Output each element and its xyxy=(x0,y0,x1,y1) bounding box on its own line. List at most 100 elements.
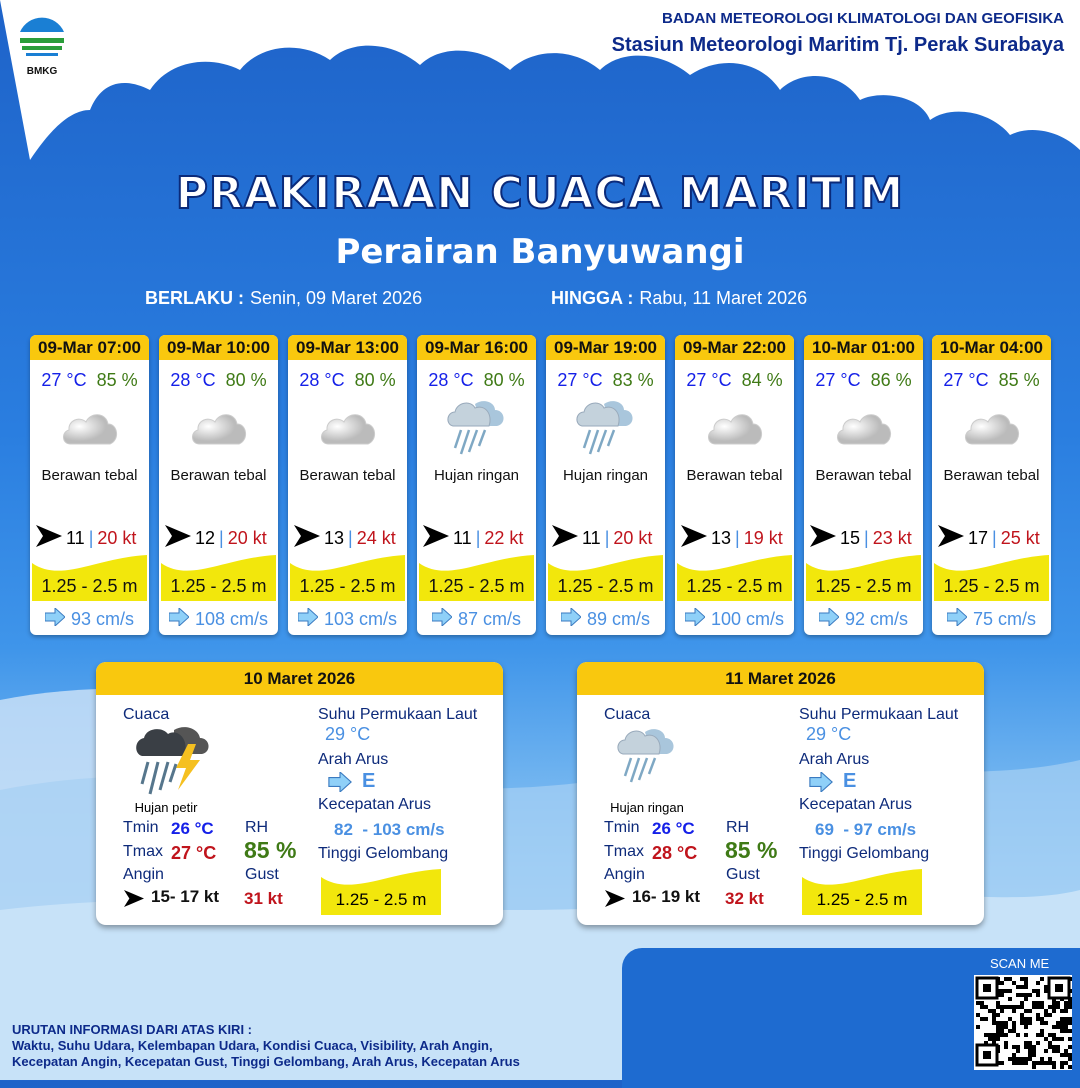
humidity: 80 % xyxy=(483,370,525,390)
label-gust: Gust xyxy=(726,866,760,883)
wind-direction-icon xyxy=(423,525,449,552)
forecast-card: 10-Mar 01:00 27 °C 86 % Berawan tebal 15 |… xyxy=(804,335,923,635)
air-temp: 28 °C xyxy=(299,370,345,390)
humidity: 85 % xyxy=(96,370,138,390)
label-wave: Tinggi Gelombang xyxy=(318,845,449,862)
wave-height: 1.25 - 2.5 m xyxy=(161,553,276,601)
cloudy-icon xyxy=(159,397,278,459)
wind-value: 15- 17 kt xyxy=(151,887,220,906)
wave-height: 1.25 - 2.5 m xyxy=(802,867,922,915)
footer-info: URUTAN INFORMASI DARI ATAS KIRI : Waktu,… xyxy=(12,1022,520,1070)
air-temp: 27 °C xyxy=(686,370,732,390)
humidity: 85 % xyxy=(998,370,1040,390)
sst-value: 29 °C xyxy=(806,724,852,744)
forecast-time: 10-Mar 04:00 xyxy=(932,335,1051,360)
wind-speed: 13 xyxy=(711,528,732,548)
wind-direction-icon xyxy=(294,525,320,552)
forecast-time: 09-Mar 22:00 xyxy=(675,335,794,360)
cloud-decoration xyxy=(0,0,1080,160)
weather-condition: Hujan ringan xyxy=(562,467,649,484)
footer-line: Waktu, Suhu Udara, Kelembapan Udara, Kon… xyxy=(12,1038,493,1053)
gust-speed: 25 kt xyxy=(1000,528,1040,548)
wind-speed: 12 xyxy=(195,528,216,548)
daily-weather: Hujan petir xyxy=(134,800,198,815)
scan-label: SCAN ME xyxy=(990,956,1050,971)
forecast-card: 09-Mar 10:00 28 °C 80 % Berawan tebal 12 |… xyxy=(159,335,278,635)
valid-from: BERLAKU : Senin, 09 Maret 2026 xyxy=(145,288,422,309)
daily-panel: 10 Maret 2026 Cuaca Hujan petir Tmin 26 … xyxy=(96,662,503,925)
wave-height-value: 1.25 - 2.5 m xyxy=(335,890,427,909)
forecast-time: 09-Mar 07:00 xyxy=(30,335,149,360)
current-direction-icon xyxy=(328,770,352,797)
wind-speed: 11 xyxy=(582,528,601,548)
gust-speed: 19 kt xyxy=(743,528,783,548)
current-direction-icon xyxy=(297,606,319,631)
wave-height: 1.25 - 2.5 m xyxy=(548,553,663,601)
daily-weather: Hujan ringan xyxy=(610,800,684,815)
forecast-card: 10-Mar 04:00 27 °C 85 % Berawan tebal 17 |… xyxy=(932,335,1051,635)
wind-direction-icon xyxy=(165,525,191,552)
current-speed: 89 cm/s xyxy=(586,609,651,629)
gust-speed: 20 kt xyxy=(97,528,137,548)
label-gust: Gust xyxy=(245,866,279,883)
forecast-time: 09-Mar 13:00 xyxy=(288,335,407,360)
current-direction-icon xyxy=(44,606,66,631)
label-wind: Angin xyxy=(123,866,164,883)
label-tmax: Tmax xyxy=(123,843,163,860)
gust-speed: 23 kt xyxy=(872,528,912,548)
light-rain-icon xyxy=(615,724,679,793)
gust-speed: 20 kt xyxy=(227,528,267,548)
current-direction-icon xyxy=(560,606,582,631)
label-tmax: Tmax xyxy=(604,843,644,860)
label-sst: Suhu Permukaan Laut xyxy=(799,706,959,723)
forecast-card: 09-Mar 13:00 28 °C 80 % Berawan tebal 13 |… xyxy=(288,335,407,635)
wind-speed: 11 xyxy=(66,528,85,548)
valid-to-label: HINGGA : xyxy=(551,288,634,308)
wave-height-value: 1.25 - 2.5 m xyxy=(943,576,1040,596)
wave-height-value: 1.25 - 2.5 m xyxy=(816,890,908,909)
footer-line: URUTAN INFORMASI DARI ATAS KIRI : xyxy=(12,1022,252,1037)
light-rain-icon xyxy=(417,397,536,459)
daily-date: 11 Maret 2026 xyxy=(577,662,984,695)
wind-direction-icon xyxy=(681,525,707,552)
label-current-speed: Kecepatan Arus xyxy=(318,796,431,813)
label-wind: Angin xyxy=(604,866,645,883)
cloudy-icon xyxy=(932,397,1051,459)
current-speed: 100 cm/s xyxy=(710,609,785,629)
humidity: 80 % xyxy=(225,370,267,390)
footer-line: Kecepatan Angin, Kecepatan Gust, Tinggi … xyxy=(12,1054,520,1069)
station-name: Stasiun Meteorologi Maritim Tj. Perak Su… xyxy=(611,34,1064,56)
label-current-direction: Arah Arus xyxy=(799,751,870,768)
gust-value: 32 kt xyxy=(725,889,764,908)
label-current-direction: Arah Arus xyxy=(318,751,389,768)
wind-direction-icon xyxy=(36,525,62,552)
tmax-value: 27 °C xyxy=(171,843,217,863)
forecast-time: 10-Mar 01:00 xyxy=(804,335,923,360)
current-speed: 108 cm/s xyxy=(194,609,269,629)
wind-value: 16- 19 kt xyxy=(632,887,701,906)
forecast-time: 09-Mar 19:00 xyxy=(546,335,665,360)
label-sst: Suhu Permukaan Laut xyxy=(318,706,478,723)
gust-speed: 20 kt xyxy=(613,528,653,548)
humidity: 84 % xyxy=(741,370,783,390)
wave-height-value: 1.25 - 2.5 m xyxy=(815,576,912,596)
current-speed-value: 82 - 103 cm/s xyxy=(334,820,445,839)
current-speed: 103 cm/s xyxy=(323,609,398,629)
air-temp: 27 °C xyxy=(41,370,87,390)
wave-height: 1.25 - 2.5 m xyxy=(419,553,534,601)
tmin-value: 26 °C xyxy=(171,819,214,838)
weather-condition: Hujan ringan xyxy=(433,467,520,484)
qr-code[interactable] xyxy=(974,975,1072,1070)
label-tmin: Tmin xyxy=(123,819,159,836)
current-direction-value: E xyxy=(362,770,376,792)
current-direction-value: E xyxy=(843,770,857,792)
wind-speed: 17 xyxy=(968,528,989,548)
wind-direction-icon xyxy=(938,525,964,552)
air-temp: 28 °C xyxy=(428,370,474,390)
wind-direction-icon xyxy=(552,525,578,552)
air-temp: 27 °C xyxy=(815,370,861,390)
humidity: 86 % xyxy=(870,370,912,390)
wave-height-value: 1.25 - 2.5 m xyxy=(41,576,138,596)
thunderstorm-icon xyxy=(134,724,214,805)
valid-from-value: Senin, 09 Maret 2026 xyxy=(250,288,423,308)
